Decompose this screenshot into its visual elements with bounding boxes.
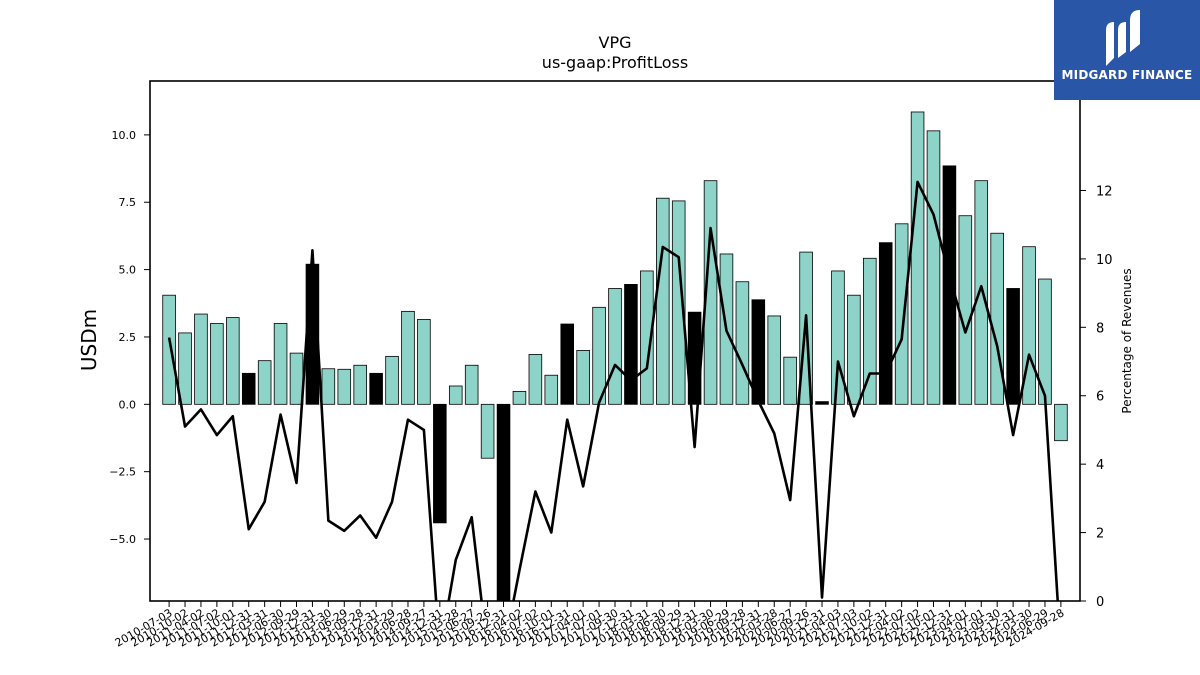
y-tick-label: −2.5 — [109, 466, 136, 479]
bar — [257, 360, 272, 405]
bar — [703, 180, 718, 405]
y-tick-label: 5.0 — [119, 264, 137, 277]
bar — [385, 355, 399, 405]
bar — [448, 385, 463, 405]
bar — [464, 364, 479, 405]
bar — [544, 374, 559, 405]
bar — [210, 323, 224, 405]
y2-axis-label: Percentage of Revenues — [1120, 268, 1134, 413]
bar — [560, 323, 574, 405]
bar-series — [162, 111, 1068, 602]
logo: MIDGARD FINANCE — [1054, 0, 1200, 100]
bar — [942, 165, 957, 405]
bar — [162, 294, 176, 405]
midgard-logo-icon — [1106, 10, 1140, 66]
bar — [337, 368, 352, 405]
bar — [863, 257, 877, 405]
bar — [417, 319, 431, 405]
y-tick-label: 7.5 — [119, 196, 137, 209]
y-tick-label: 10.0 — [112, 129, 137, 142]
bar — [528, 354, 543, 405]
bar — [751, 299, 766, 405]
bar — [401, 310, 415, 405]
bar — [671, 200, 686, 405]
y2-tick-label: 8 — [1096, 321, 1104, 336]
bar — [289, 352, 304, 405]
bar — [847, 294, 861, 405]
chart-subtitle: us-gaap:ProfitLoss — [542, 53, 688, 72]
bar — [576, 350, 590, 405]
bar — [894, 223, 909, 405]
bar — [735, 281, 750, 405]
bar — [831, 270, 845, 405]
bar — [926, 130, 941, 405]
bar — [226, 317, 240, 405]
line-series — [167, 180, 1060, 601]
bar — [496, 403, 511, 602]
y-tick-label: 2.5 — [119, 331, 137, 344]
bar — [1054, 403, 1068, 442]
bar — [910, 111, 925, 405]
bar — [194, 313, 208, 405]
bar — [878, 242, 893, 405]
bar — [433, 403, 447, 524]
bar — [656, 197, 670, 405]
bar — [767, 315, 782, 405]
y2-tick-label: 4 — [1096, 458, 1104, 473]
bar — [1006, 288, 1020, 405]
y2-tick-label: 10 — [1096, 253, 1113, 268]
chart-title: VPG — [599, 33, 632, 52]
bar — [974, 180, 989, 405]
y2-tick-label: 6 — [1096, 390, 1104, 405]
bar — [273, 323, 288, 405]
axes: −5.0−2.50.02.55.07.510.00246810122010-07… — [109, 80, 1113, 650]
y-tick-label: 0.0 — [119, 398, 137, 411]
bar — [178, 332, 192, 405]
bar — [783, 356, 797, 405]
bar — [369, 372, 383, 405]
logo-text: MIDGARD FINANCE — [1061, 68, 1193, 82]
bar — [990, 232, 1004, 405]
y-tick-label: −5.0 — [109, 533, 136, 546]
bar — [624, 284, 638, 405]
y2-tick-label: 2 — [1096, 527, 1104, 542]
bar — [241, 372, 256, 405]
bar — [815, 401, 829, 405]
y2-tick-label: 12 — [1096, 184, 1113, 199]
bar — [353, 364, 367, 405]
percentage-line — [167, 180, 1060, 601]
bar — [480, 403, 495, 459]
y-axis-label: USDm — [77, 309, 101, 371]
bar — [608, 288, 622, 405]
bar — [512, 390, 527, 405]
bar — [321, 368, 336, 405]
y2-tick-label: 0 — [1096, 595, 1104, 610]
bar — [958, 215, 973, 405]
